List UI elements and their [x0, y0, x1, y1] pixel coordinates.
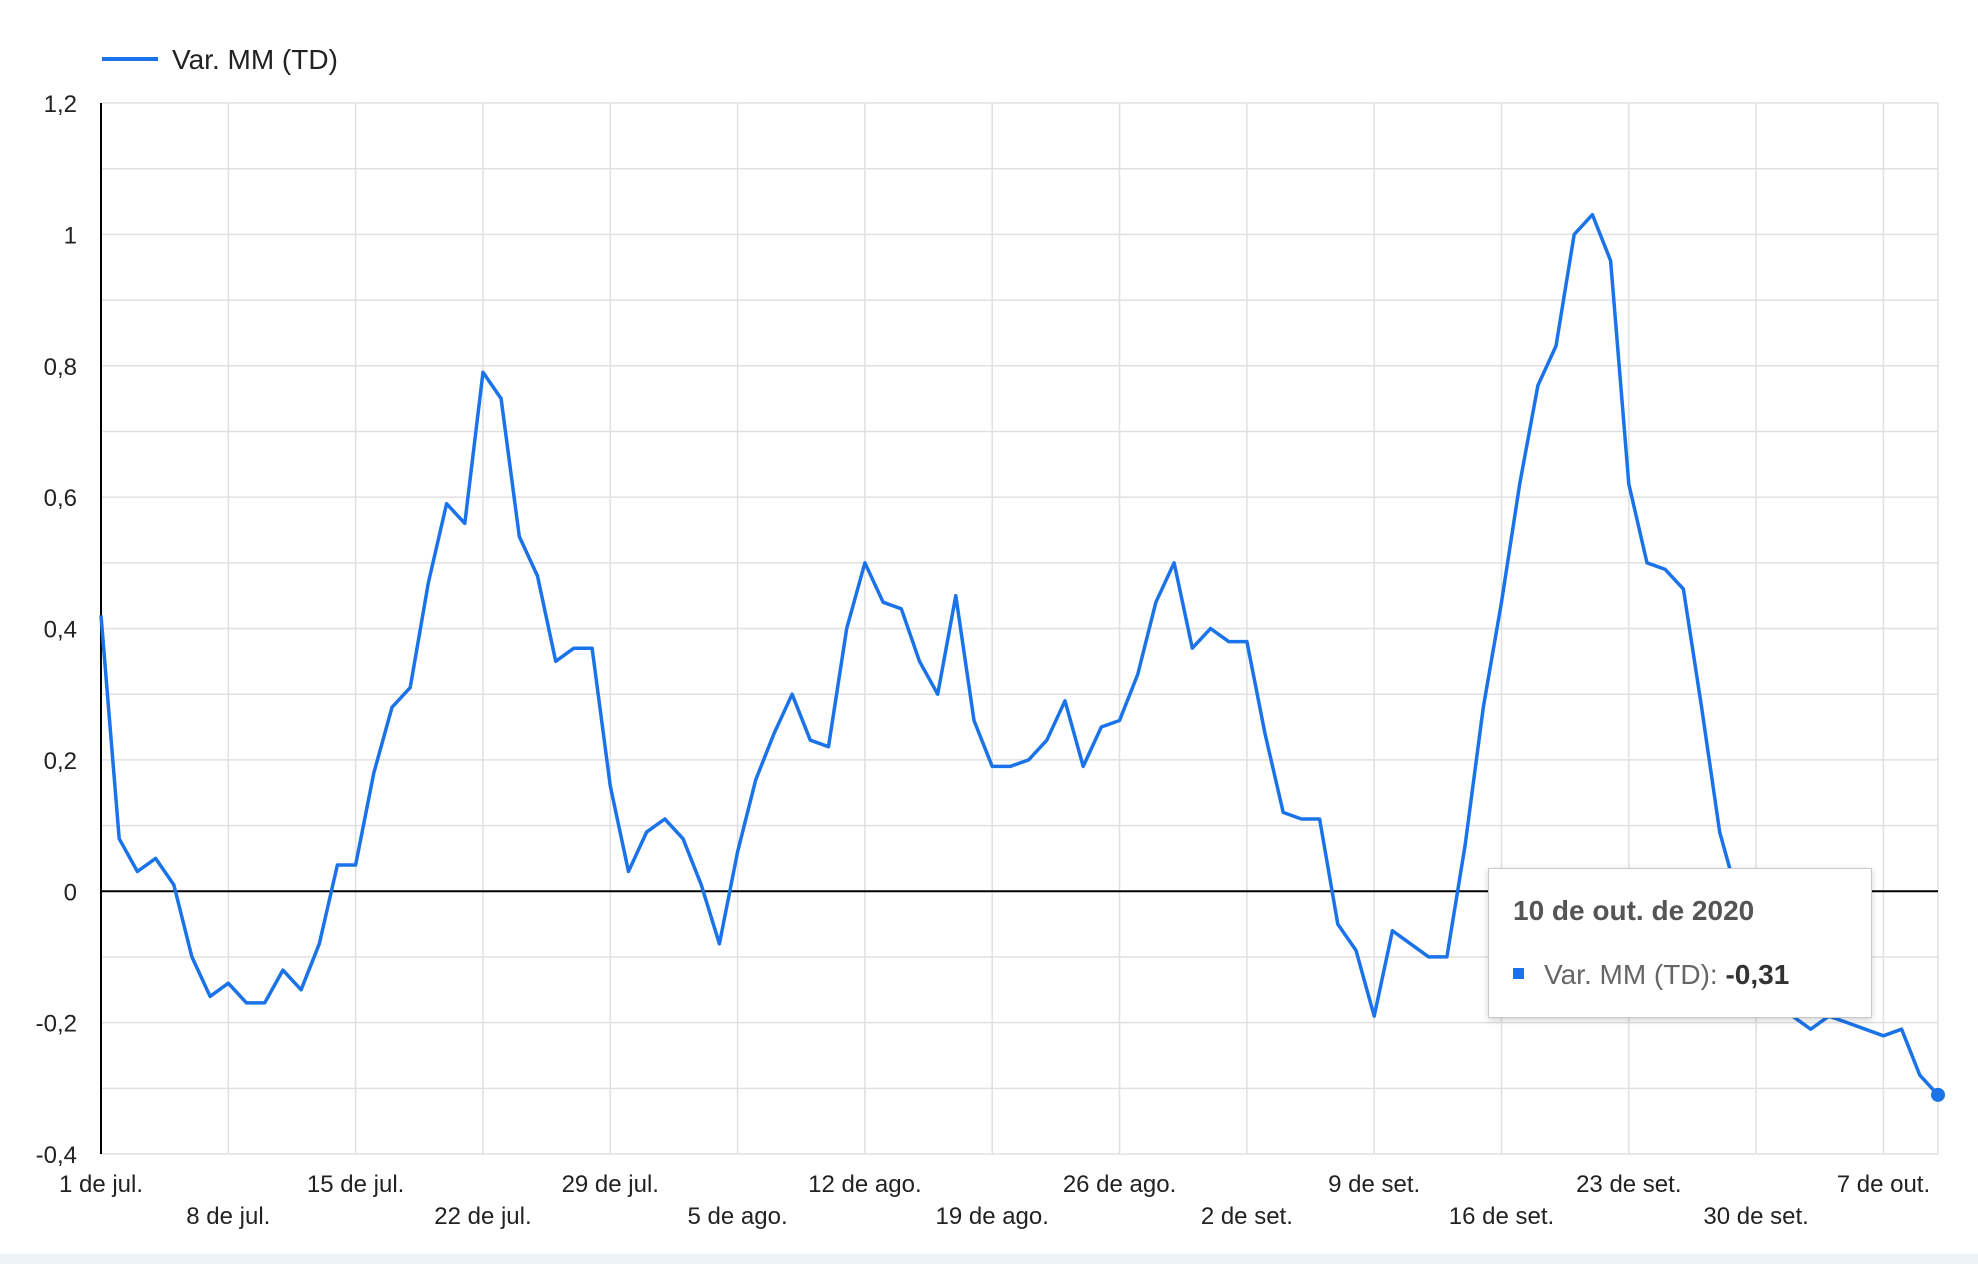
x-tick-label: 15 de jul. — [307, 1171, 404, 1198]
bottom-strip — [0, 1254, 1978, 1264]
x-tick-label: 2 de set. — [1201, 1203, 1293, 1230]
tooltip-series-row: Var. MM (TD): -0,31 — [1513, 959, 1789, 991]
x-tick-label: 5 de ago. — [688, 1203, 788, 1230]
x-tick-label: 30 de set. — [1703, 1203, 1808, 1230]
x-tick-label: 12 de ago. — [808, 1171, 921, 1198]
series-line-var-mm[interactable] — [99, 212, 1940, 1097]
legend[interactable]: Var. MM (TD) — [102, 44, 338, 75]
tooltip-series-label: Var. MM (TD): — [1544, 959, 1718, 990]
x-tick-labels: 1 de jul. 8 de jul. 15 de jul. 22 de jul. 29… — [59, 1171, 1930, 1230]
tooltip-value: -0,31 — [1725, 959, 1790, 990]
x-tick-label: 22 de jul. — [434, 1203, 531, 1230]
x-tick-label: 19 de ago. — [935, 1203, 1048, 1230]
y-tick-labels: 1,2 1 0,8 0,6 0,4 0,2 0 -0,2 -0,4 — [36, 91, 77, 1169]
x-tick-label: 16 de set. — [1449, 1203, 1554, 1230]
data-tooltip: 10 de out. de 2020 Var. MM (TD): -0,31 — [1488, 868, 1872, 1018]
hover-point-marker[interactable] — [1931, 1087, 1945, 1102]
x-tick-label: 23 de set. — [1576, 1171, 1681, 1198]
series-lines — [99, 212, 1945, 1102]
y-tick-label: 0,2 — [44, 748, 77, 775]
y-tick-label: 0,6 — [44, 485, 77, 512]
y-tick-label: -0,2 — [36, 1011, 77, 1038]
y-tick-label: 0,4 — [44, 617, 77, 644]
tooltip-date: 10 de out. de 2020 — [1513, 895, 1755, 926]
x-tick-label: 7 de out. — [1837, 1171, 1930, 1198]
y-tick-label: 1,2 — [44, 91, 77, 118]
x-tick-label: 1 de jul. — [59, 1171, 143, 1198]
x-tick-label: 9 de set. — [1328, 1171, 1420, 1198]
legend-label-var-mm[interactable]: Var. MM (TD) — [172, 44, 338, 75]
x-tick-label: 26 de ago. — [1063, 1171, 1176, 1198]
x-tick-label: 8 de jul. — [186, 1203, 270, 1230]
x-tick-label: 29 de jul. — [562, 1171, 659, 1198]
y-tick-label: 1 — [64, 222, 77, 249]
y-tick-label: 0 — [64, 879, 77, 906]
tooltip-series-swatch — [1513, 968, 1524, 980]
y-tick-label: 0,8 — [44, 354, 77, 381]
y-tick-label: -0,4 — [36, 1142, 77, 1169]
